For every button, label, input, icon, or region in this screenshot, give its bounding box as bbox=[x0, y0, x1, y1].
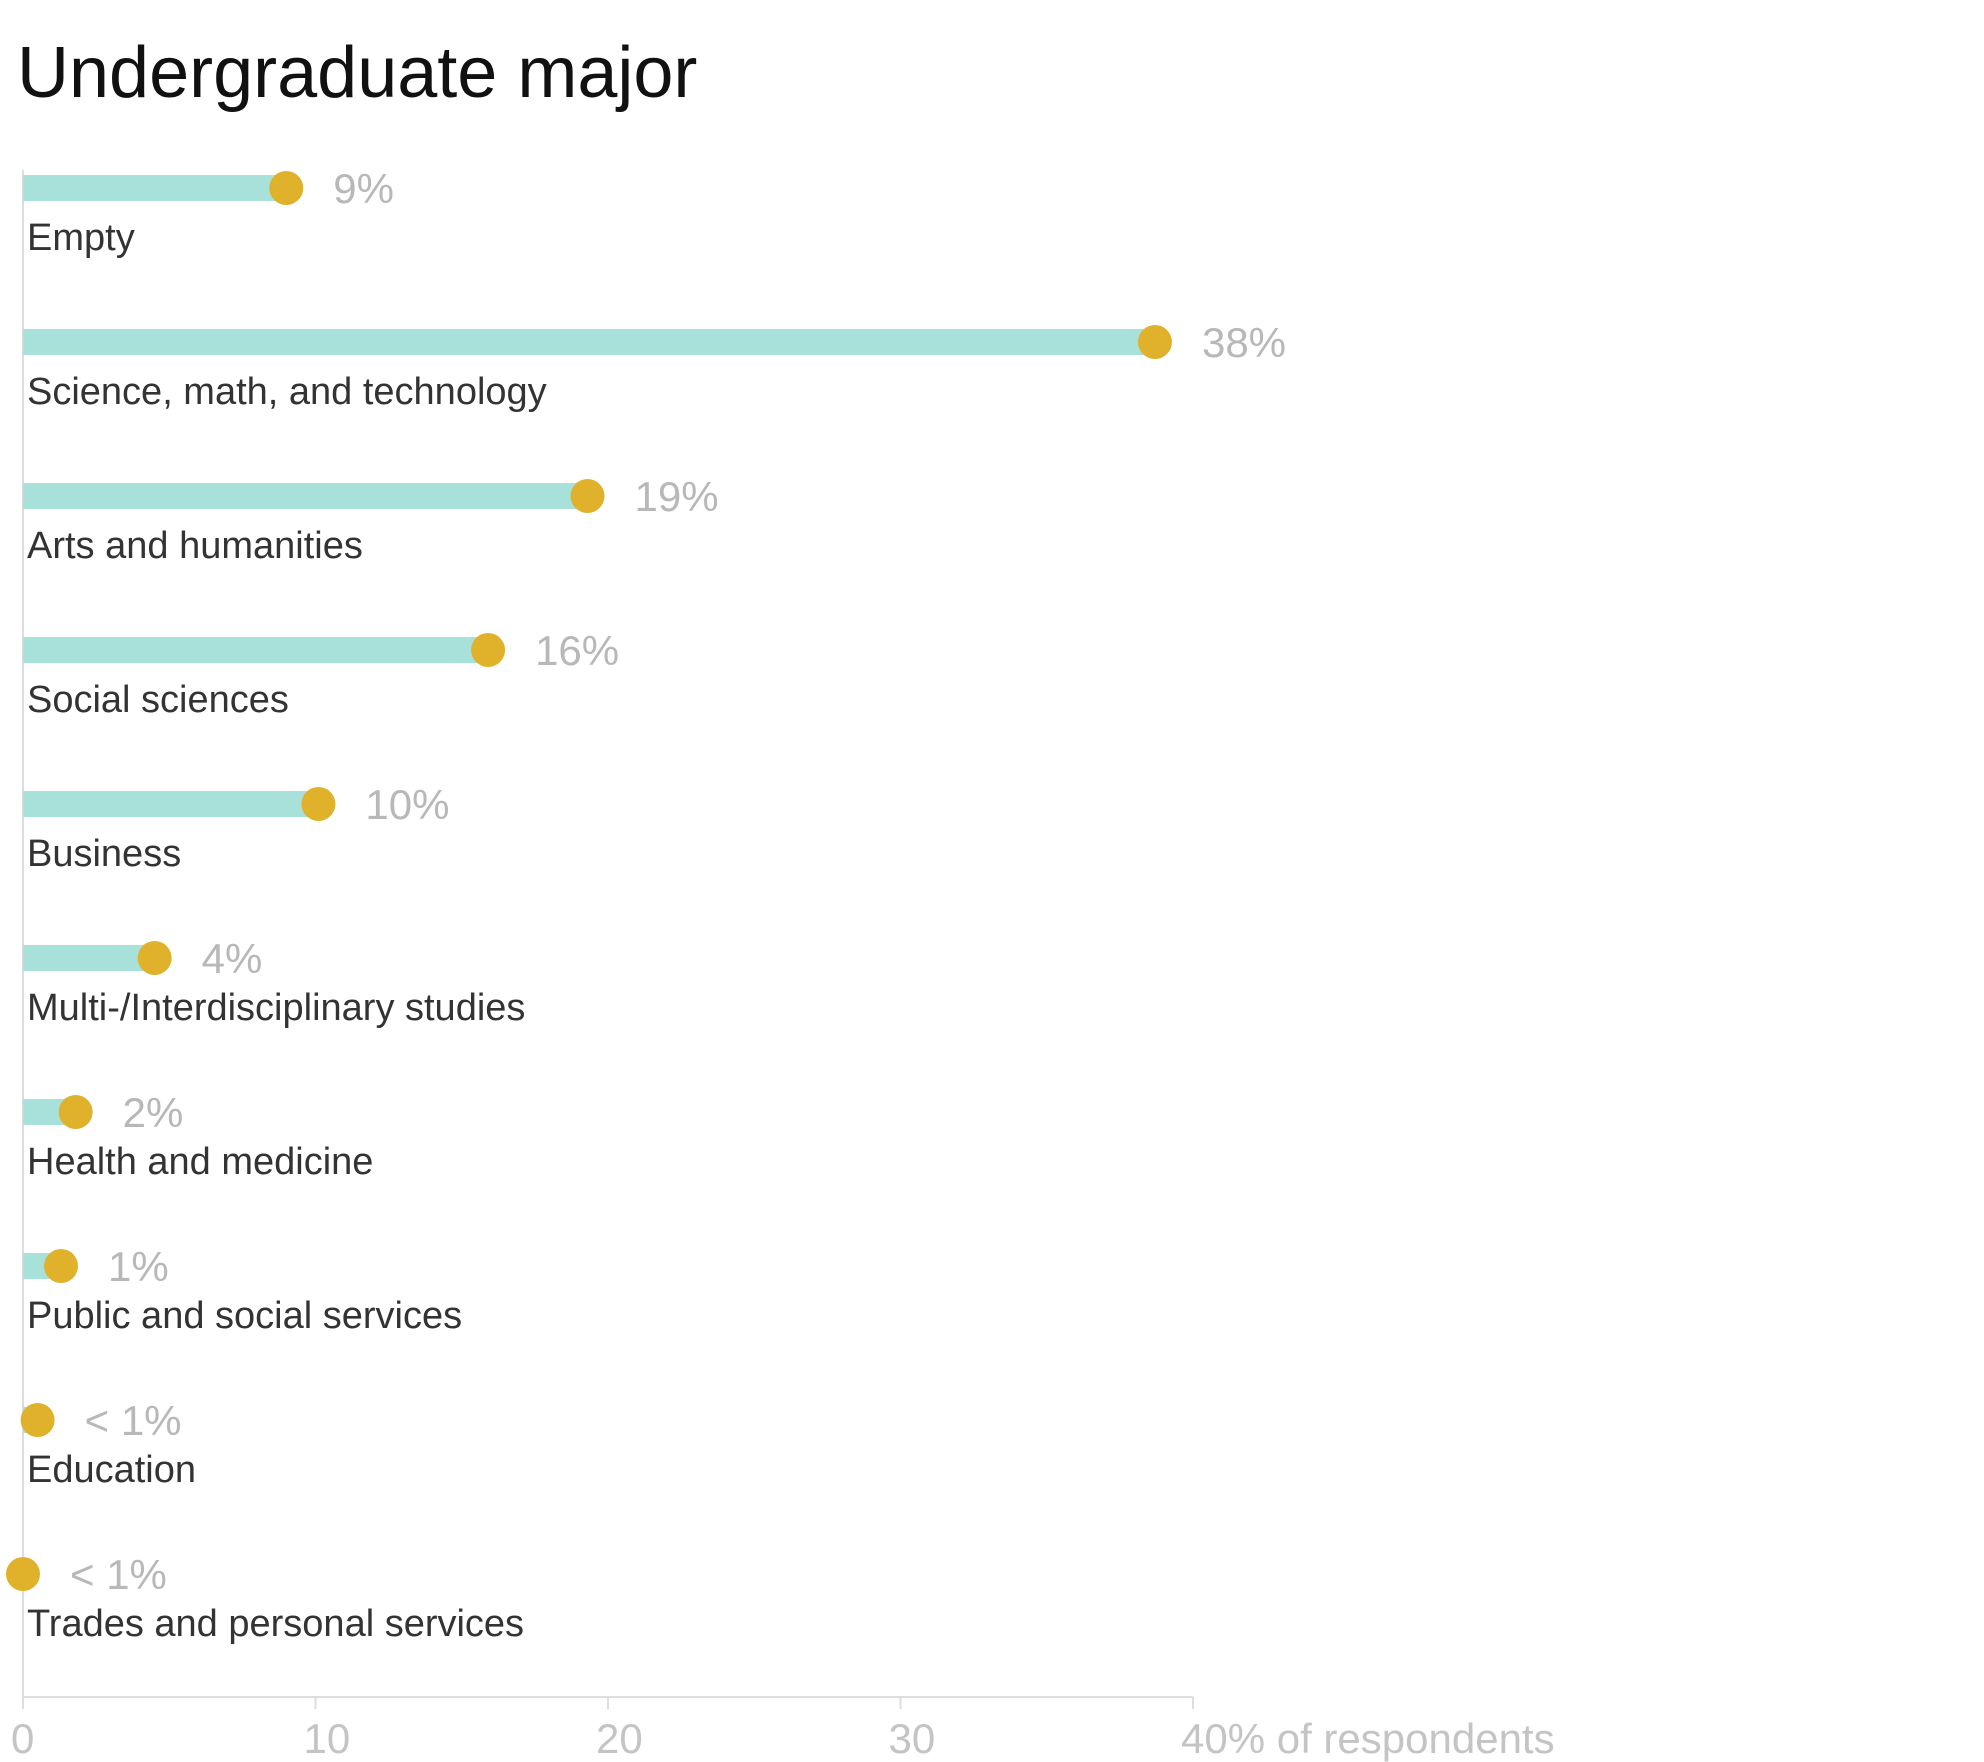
category-label: Health and medicine bbox=[27, 1141, 373, 1183]
value-dot bbox=[58, 1095, 93, 1129]
value-dot bbox=[137, 941, 172, 975]
value-dot bbox=[20, 1403, 55, 1437]
data-label: 9% bbox=[333, 165, 394, 212]
bar bbox=[23, 483, 588, 509]
data-label: < 1% bbox=[70, 1551, 167, 1598]
value-dot bbox=[570, 479, 605, 513]
chart-title: Undergraduate major bbox=[17, 33, 698, 113]
category-label: Trades and personal services bbox=[27, 1603, 524, 1645]
data-label: 19% bbox=[635, 473, 719, 520]
bar bbox=[23, 945, 155, 971]
category-label: Public and social services bbox=[27, 1295, 462, 1337]
data-label: 16% bbox=[535, 627, 619, 674]
data-label: < 1% bbox=[85, 1397, 182, 1444]
data-label: 2% bbox=[123, 1089, 184, 1136]
x-tick-label: 10 bbox=[304, 1715, 351, 1762]
category-label: Empty bbox=[27, 217, 135, 259]
value-dot bbox=[301, 787, 336, 821]
data-label: 10% bbox=[365, 781, 449, 828]
x-tick-label: 30 bbox=[889, 1715, 936, 1762]
category-label: Science, math, and technology bbox=[27, 371, 547, 413]
x-tick-label: 0 bbox=[11, 1715, 34, 1762]
value-dot bbox=[471, 633, 506, 667]
category-label: Education bbox=[27, 1449, 196, 1491]
category-label: Social sciences bbox=[27, 679, 289, 721]
category-label: Arts and humanities bbox=[27, 525, 363, 567]
x-tick-label: 20 bbox=[596, 1715, 643, 1762]
bar bbox=[23, 637, 489, 663]
value-dot bbox=[44, 1249, 79, 1283]
x-tick-label: 40% of respondents bbox=[1181, 1715, 1555, 1762]
value-dot bbox=[269, 171, 304, 205]
category-label: Business bbox=[27, 833, 181, 875]
bar bbox=[23, 329, 1155, 355]
data-label: 4% bbox=[202, 935, 263, 982]
value-dot bbox=[1137, 325, 1172, 359]
bar bbox=[23, 175, 287, 201]
category-label: Multi-/Interdisciplinary studies bbox=[27, 987, 525, 1029]
bar bbox=[23, 791, 319, 817]
data-label: 1% bbox=[108, 1243, 169, 1290]
data-label: 38% bbox=[1202, 319, 1286, 366]
value-dot bbox=[6, 1557, 40, 1591]
